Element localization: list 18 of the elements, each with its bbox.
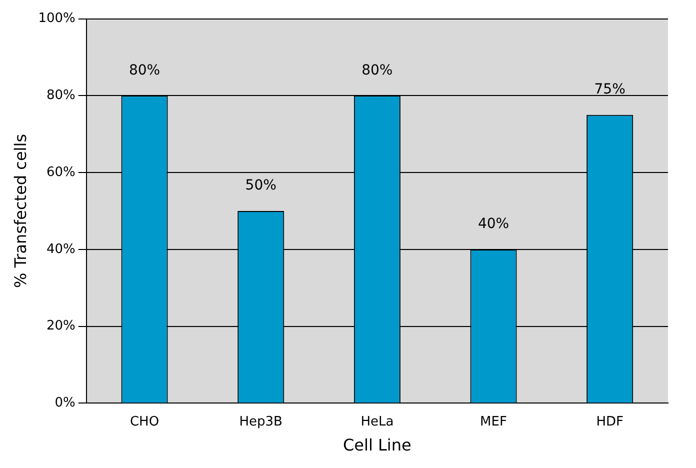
x-tick-label: HDF — [596, 414, 624, 430]
data-label: 50% — [245, 178, 276, 194]
y-tick-label: 80% — [46, 88, 76, 104]
y-tick-label: 20% — [46, 318, 76, 334]
data-label: 80% — [128, 62, 160, 78]
x-tick-label: HeLa — [360, 414, 394, 430]
x-tick-label: Hep3B — [239, 414, 282, 430]
data-label: 75% — [594, 82, 626, 98]
y-tick-label: 40% — [46, 242, 76, 257]
data-label: 80% — [362, 62, 393, 78]
data-label: 40% — [478, 216, 510, 232]
x-tick-label: MEF — [480, 414, 507, 430]
x-tick-label: CHO — [130, 414, 160, 430]
y-axis-title: % Transfected cells — [10, 134, 30, 288]
x-axis-title: Cell Line — [343, 436, 412, 455]
y-tick-label: 100% — [38, 11, 76, 26]
y-tick-label: 0% — [54, 396, 76, 411]
y-tick-label: 60% — [46, 164, 76, 180]
